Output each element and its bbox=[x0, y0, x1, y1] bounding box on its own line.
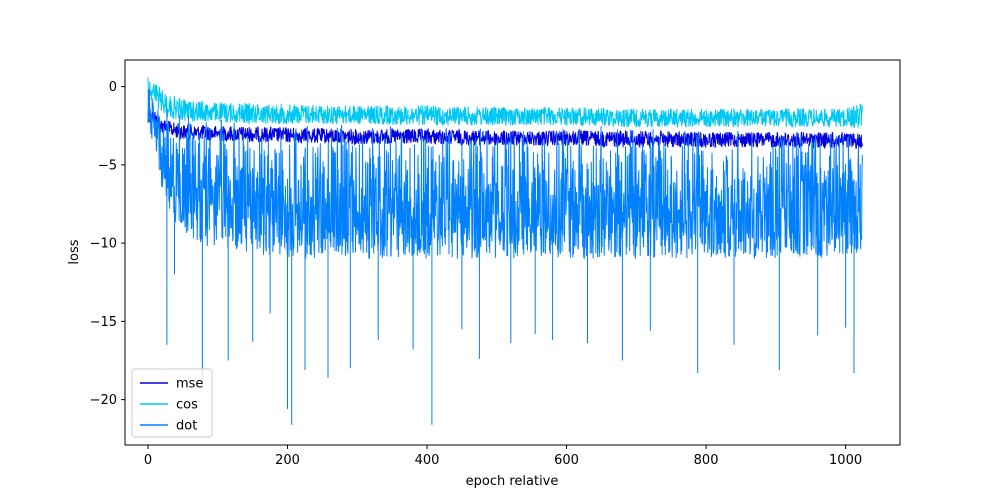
legend: mse cos dot bbox=[131, 368, 213, 438]
y-tick-label: −15 bbox=[90, 315, 117, 330]
y-tick-label: 0 bbox=[109, 80, 117, 95]
legend-label-cos: cos bbox=[176, 398, 198, 413]
x-tick-label: 800 bbox=[694, 453, 719, 468]
axes-frame bbox=[124, 59, 901, 446]
y-tick-label: −10 bbox=[90, 237, 117, 252]
x-tick-label: 400 bbox=[415, 453, 440, 468]
y-tick-label: −5 bbox=[98, 158, 117, 173]
plot-area bbox=[147, 77, 863, 425]
x-tick-label: 1000 bbox=[829, 453, 862, 468]
x-tick-label: 200 bbox=[275, 453, 300, 468]
x-axis-label: epoch relative bbox=[466, 474, 559, 489]
x-tick-label: 600 bbox=[554, 453, 579, 468]
legend-label-mse: mse bbox=[176, 377, 203, 392]
legend-label-dot: dot bbox=[176, 419, 197, 434]
series-line-dot bbox=[147, 89, 863, 425]
series-line-mse bbox=[147, 109, 863, 149]
series-line-cos bbox=[147, 77, 863, 129]
legend-box bbox=[131, 368, 213, 438]
y-axis: 0 −5 −10 −15 −20 bbox=[90, 80, 125, 408]
x-axis: 0 200 400 600 800 1000 bbox=[144, 445, 862, 468]
y-axis-label: loss bbox=[67, 239, 82, 264]
y-tick-label: −20 bbox=[90, 393, 117, 408]
x-tick-label: 0 bbox=[144, 453, 152, 468]
